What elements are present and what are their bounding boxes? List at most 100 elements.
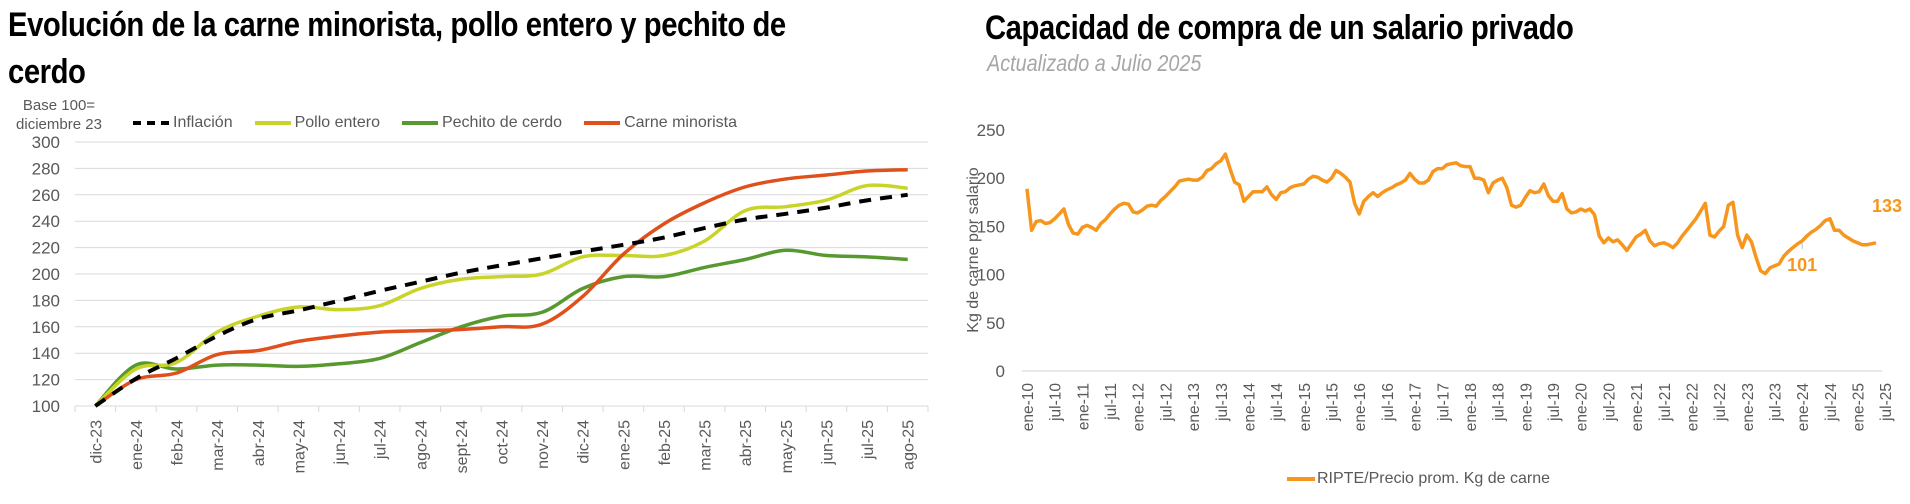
x-tick-label: dic-24 [576, 420, 593, 464]
legend-item-pechito: Pechito de cerdo [401, 114, 563, 132]
series-line-inflaci-n [94, 192, 908, 408]
x-tick-label: mar-24 [210, 420, 227, 471]
right-chart-subtitle: Actualizado a Julio 2025 [987, 50, 1202, 76]
x-tick-label: ago-25 [901, 420, 918, 470]
y-tick-label: 120 [32, 371, 60, 390]
legend-swatch-ripte [1287, 477, 1315, 481]
legend-label-pollo: Pollo entero [294, 114, 380, 131]
data-label-last: 133 [1872, 196, 1902, 216]
left-legend: Inflación Pollo entero Pechito de cerdo … [133, 114, 759, 132]
right-chart: 0 50 100 150 200 250 Kg de carne por salario en… [965, 121, 1902, 432]
x-tick-label: jul-25 [860, 420, 877, 460]
x-tick-label: ago-24 [413, 420, 430, 470]
legend-label-pechito: Pechito de cerdo [441, 114, 563, 131]
legend-swatch-pollo [254, 121, 291, 125]
x-tick-label: ene-13 [1186, 383, 1203, 431]
x-tick-label: ene-15 [1297, 383, 1314, 431]
y-tick-label: 220 [32, 239, 60, 258]
series-line-ripte [1025, 152, 1877, 276]
legend-label-carne: Carne minorista [624, 114, 737, 131]
y-tick-label: 150 [977, 217, 1005, 236]
y-tick-label: 0 [996, 362, 1005, 381]
x-tick-label: jul-13 [1214, 383, 1231, 422]
base-label-line-2: diciembre 23 [16, 116, 102, 133]
x-tick-label: ene-22 [1684, 383, 1701, 431]
series-line-carne-minorista [94, 167, 908, 408]
left-y-axis-base-label: Base 100= diciembre 23 [4, 96, 114, 134]
x-tick-label: ene-24 [129, 420, 146, 470]
y-axis-title: Kg de carne por salario [965, 167, 982, 333]
y-tick-label: 280 [32, 159, 60, 178]
legend-item-carne: Carne minorista [584, 114, 737, 132]
y-tick-label: 140 [32, 344, 60, 363]
x-tick-label: jul-10 [1048, 383, 1065, 422]
data-label-min: 101 [1787, 255, 1817, 275]
x-tick-label: may-25 [779, 420, 796, 473]
x-tick-label: feb-24 [170, 420, 187, 465]
x-tick-label: ene-23 [1740, 383, 1757, 431]
y-tick-label: 200 [32, 265, 60, 284]
x-tick-label: ene-16 [1352, 383, 1369, 431]
y-tick-label: 260 [32, 186, 60, 205]
right-chart-title: Capacidad de compra de un salario privad… [985, 9, 1574, 47]
x-tick-label: jul-20 [1601, 383, 1618, 422]
left-chart: 100 120 140 160 180 200 220 240 260 280 300 dic-23 e… [32, 133, 929, 473]
x-tick-label: abr-25 [738, 420, 755, 466]
x-tick-label: jul-15 [1325, 383, 1342, 422]
x-tick-label: ene-21 [1629, 383, 1646, 431]
x-tick-label: sept-24 [454, 420, 471, 473]
x-tick-label: ene-14 [1241, 383, 1258, 432]
x-tick-label: ene-17 [1408, 383, 1425, 431]
legend-label-ripte: RIPTE/Precio prom. Kg de carne [1317, 470, 1550, 487]
y-tick-label: 240 [32, 212, 60, 231]
x-tick-label: jul-11 [1103, 383, 1120, 421]
legend-item-inflacion: Inflación [133, 114, 233, 132]
y-tick-label: 180 [32, 291, 60, 310]
base-label-line-1: Base 100= [22, 97, 96, 114]
x-tick-label: nov-24 [535, 420, 552, 469]
x-tick-label: jul-24 [1823, 383, 1840, 422]
x-tick-label: jul-16 [1380, 383, 1397, 422]
x-tick-label: mar-25 [698, 420, 715, 471]
y-tick-label: 250 [977, 121, 1005, 140]
x-tick-label: ene-12 [1131, 383, 1148, 431]
x-tick-label: ene-11 [1075, 383, 1092, 430]
y-tick-label: 300 [32, 133, 60, 152]
x-tick-label: ene-20 [1574, 383, 1591, 432]
legend-label-inflacion: Inflación [173, 114, 233, 131]
x-tick-label: jun-24 [332, 420, 349, 466]
x-tick-label: abr-24 [251, 420, 268, 466]
y-tick-label: 160 [32, 318, 60, 337]
series-line-pechito-de-cerdo [94, 248, 908, 408]
y-tick-label: 50 [986, 314, 1005, 333]
x-tick-label: jul-24 [373, 420, 390, 460]
legend-swatch-inflacion [133, 121, 169, 125]
x-tick-label: ene-10 [1020, 383, 1037, 432]
x-tick-label: jul-17 [1435, 383, 1452, 422]
x-tick-label: jul-21 [1657, 383, 1674, 422]
left-chart-title: Evolución de la carne minorista, pollo e… [8, 6, 786, 91]
legend-swatch-pechito [401, 121, 438, 125]
x-tick-label: ene-25 [616, 420, 633, 470]
x-tick-label: ene-19 [1518, 383, 1535, 431]
x-tick-label: feb-25 [657, 420, 674, 465]
x-tick-label: jul-12 [1158, 383, 1175, 422]
x-tick-label: oct-24 [495, 420, 512, 465]
x-tick-label: jul-18 [1491, 383, 1508, 422]
x-tick-label: dic-23 [88, 420, 105, 464]
x-tick-label: ene-18 [1463, 383, 1480, 431]
x-tick-label: may-24 [291, 420, 308, 473]
y-tick-label: 100 [32, 397, 60, 416]
x-tick-label: ene-25 [1851, 383, 1868, 431]
x-tick-label: ene-24 [1795, 383, 1812, 432]
x-tick-label: jul-25 [1878, 383, 1895, 422]
legend-item-pollo: Pollo entero [254, 114, 380, 132]
x-tick-label: jul-19 [1546, 383, 1563, 422]
legend-swatch-carne [584, 121, 621, 125]
x-tick-label: jul-22 [1712, 383, 1729, 422]
x-tick-label: jul-23 [1767, 383, 1784, 422]
y-tick-label: 200 [977, 169, 1005, 188]
right-legend: RIPTE/Precio prom. Kg de carne [1287, 470, 1550, 488]
y-tick-label: 100 [977, 266, 1005, 285]
series-line-pollo-entero [94, 183, 908, 408]
